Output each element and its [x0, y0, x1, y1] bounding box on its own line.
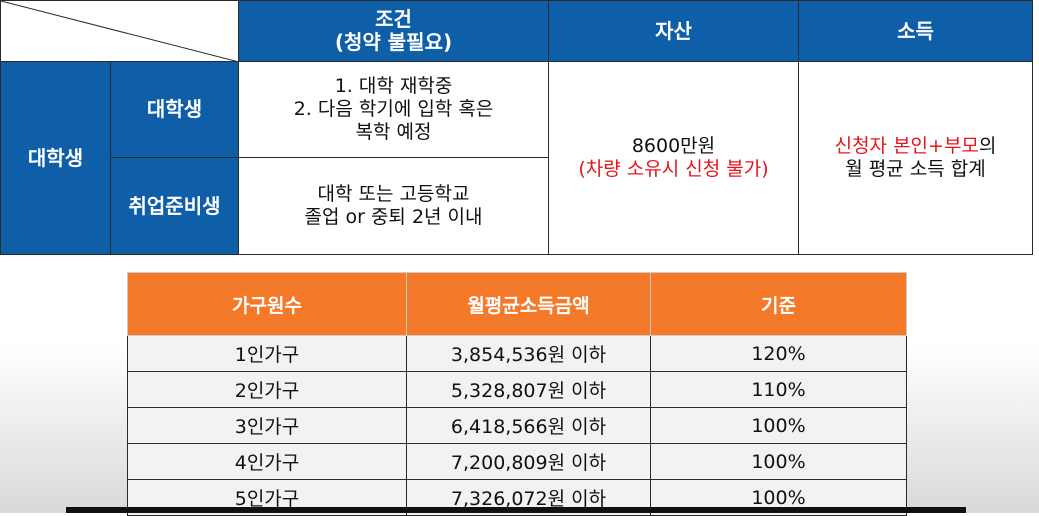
- condition-line: 복학 예정: [355, 121, 432, 143]
- income-cell: 신청자 본인+부모의 월 평균 소득 합계: [798, 61, 1033, 255]
- income-table: 가구원수 월평균소득금액 기준 1인가구 3,854,536원 이하 120% …: [127, 272, 907, 516]
- household-cell: 1인가구: [127, 335, 407, 372]
- header-amount: 월평균소득금액: [406, 272, 651, 336]
- header-income: 소득: [798, 0, 1033, 62]
- income-line1: 신청자 본인+부모의: [799, 135, 1032, 158]
- ratio-cell: 100%: [650, 443, 907, 480]
- condition-line: 대학 또는 고등학교: [317, 183, 470, 205]
- condition-job-seeker: 대학 또는 고등학교 졸업 or 중퇴 2년 이내: [238, 157, 549, 255]
- amount-cell: 5,328,807원 이하: [406, 371, 651, 408]
- eligibility-table: 조건 (청약 불필요) 자산 소득 대학생 대학생 1. 대학 재학중 2. 다…: [0, 0, 1033, 255]
- corner-cell: [0, 0, 239, 62]
- asset-note: (차량 소유시 신청 불가): [578, 158, 769, 180]
- amount-cell: 6,418,566원 이하: [406, 407, 651, 444]
- category-job-seeker: 취업준비생: [110, 157, 239, 255]
- table-row: 3인가구 6,418,566원 이하 100%: [127, 407, 907, 444]
- table-row: 1인가구 3,854,536원 이하 120%: [127, 335, 907, 372]
- header-condition-label: 조건: [375, 7, 412, 31]
- household-cell: 4인가구: [127, 443, 407, 480]
- header-ratio: 기준: [650, 272, 907, 336]
- bottom-rule: [66, 507, 966, 513]
- group-label: 대학생: [0, 61, 111, 255]
- header-asset: 자산: [548, 0, 799, 62]
- amount-cell: 7,200,809원 이하: [406, 443, 651, 480]
- income-table-header: 가구원수 월평균소득금액 기준: [127, 272, 907, 336]
- income-suffix: 의: [978, 135, 997, 157]
- condition-line: 졸업 or 중퇴 2년 이내: [304, 206, 483, 228]
- condition-line: 1. 대학 재학중: [334, 75, 453, 97]
- ratio-cell: 110%: [650, 371, 907, 408]
- asset-cell: 8600만원 (차량 소유시 신청 불가): [548, 61, 799, 255]
- header-condition: 조건 (청약 불필요): [238, 0, 549, 62]
- category-student: 대학생: [110, 61, 239, 158]
- condition-student: 1. 대학 재학중 2. 다음 학기에 입학 혹은 복학 예정: [238, 61, 549, 158]
- ratio-cell: 100%: [650, 407, 907, 444]
- diagonal-line: [1, 1, 239, 62]
- ratio-cell: 120%: [650, 335, 907, 372]
- header-household: 가구원수: [127, 272, 407, 336]
- header-condition-note: (청약 불필요): [334, 30, 453, 54]
- asset-value: 8600만원: [631, 135, 716, 157]
- condition-line: 2. 다음 학기에 입학 혹은: [293, 98, 494, 120]
- household-cell: 2인가구: [127, 371, 407, 408]
- household-cell: 3인가구: [127, 407, 407, 444]
- income-line2: 월 평균 소득 합계: [845, 158, 986, 180]
- table-row: 4인가구 7,200,809원 이하 100%: [127, 443, 907, 480]
- income-highlight: 신청자 본인+부모: [834, 135, 979, 157]
- amount-cell: 3,854,536원 이하: [406, 335, 651, 372]
- table-row: 2인가구 5,328,807원 이하 110%: [127, 371, 907, 408]
